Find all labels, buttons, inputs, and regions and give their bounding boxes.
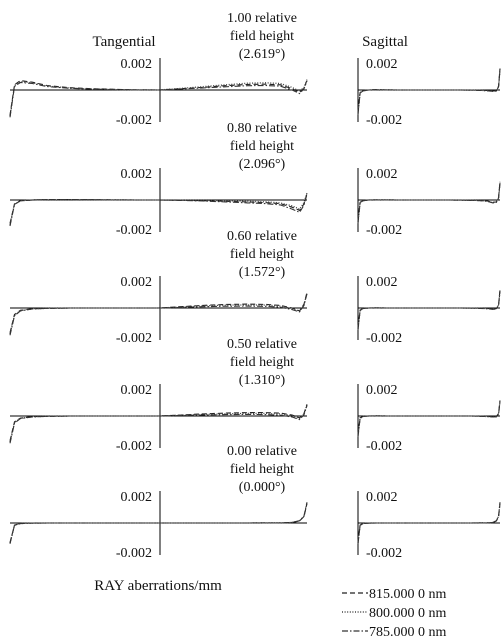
sagittal-curve-dashdot <box>357 291 501 331</box>
field-title-line: 0.50 relative <box>227 337 297 352</box>
sagittal-ytick-bottom: -0.002 <box>366 439 402 454</box>
field-title-line: field height <box>230 355 294 370</box>
field-panel-2: 0.60 relative field height (1.572°) 0.002 -0… <box>9 229 501 346</box>
sagittal-curve-dotted <box>357 69 501 114</box>
field-title-line: field height <box>230 139 294 154</box>
tangential-curve-dashdot <box>9 80 308 118</box>
tangential-ytick-bottom: -0.002 <box>116 113 152 128</box>
tangential-ytick-top: 0.002 <box>121 167 153 182</box>
sagittal-curve-dotted <box>357 182 501 223</box>
field-panel-4: 0.00 relative field height (0.000°) 0.002 -0… <box>9 444 501 561</box>
sagittal-ytick-bottom: -0.002 <box>366 113 402 128</box>
field-panel-0: 1.00 relative field height (2.619°) 0.002 -0… <box>9 11 501 128</box>
legend-label: 815.000 0 nm <box>369 587 447 602</box>
field-title-line: field height <box>230 462 294 477</box>
tangential-ytick-bottom: -0.002 <box>116 546 152 561</box>
tangential-ytick-bottom: -0.002 <box>116 223 152 238</box>
tangential-ytick-top: 0.002 <box>121 57 153 72</box>
field-panel-1: 0.80 relative field height (2.096°) 0.002 -0… <box>9 121 501 238</box>
tangential-curve-dotted <box>9 292 308 335</box>
tangential-curve-dashdot <box>9 502 308 544</box>
tangential-curve-dashdot <box>9 405 308 444</box>
sagittal-curve-dashdot <box>357 183 501 224</box>
sagittal-curve-dotted <box>357 290 501 329</box>
tangential-curve-dotted <box>9 502 308 544</box>
tangential-curve-dashed <box>9 292 308 333</box>
x-axis-label: RAY aberrations/mm <box>94 578 222 594</box>
tangential-ytick-bottom: -0.002 <box>116 439 152 454</box>
field-title-line: (2.619°) <box>239 47 286 62</box>
sagittal-ytick-bottom: -0.002 <box>366 546 402 561</box>
sagittal-ytick-top: 0.002 <box>366 167 398 182</box>
sagittal-curve-dotted <box>357 401 501 436</box>
sagittal-curve-dashdot <box>357 401 501 437</box>
sagittal-ytick-top: 0.002 <box>366 490 398 505</box>
sagittal-ytick-top: 0.002 <box>366 275 398 290</box>
field-title-line: field height <box>230 29 294 44</box>
tangential-ytick-top: 0.002 <box>121 383 153 398</box>
field-title-line: 0.00 relative <box>227 444 297 459</box>
tangential-column-header: Tangential <box>92 34 155 50</box>
tangential-curve-dotted <box>9 404 308 443</box>
field-title-line: (2.096°) <box>239 157 286 172</box>
sagittal-curve-dashed <box>357 181 501 221</box>
legend-label: 800.000 0 nm <box>369 606 447 621</box>
tangential-curve-dotted <box>9 192 308 225</box>
sagittal-ytick-bottom: -0.002 <box>366 331 402 346</box>
tangential-ytick-top: 0.002 <box>121 275 153 290</box>
tangential-curve-dashdot <box>9 194 308 227</box>
field-title-line: (0.000°) <box>239 480 286 495</box>
sagittal-ytick-top: 0.002 <box>366 383 398 398</box>
tangential-curve-dashed <box>9 404 308 441</box>
sagittal-column-header: Sagittal <box>362 34 408 50</box>
field-title-line: 0.80 relative <box>227 121 297 136</box>
legend: 815.000 0 nm 800.000 0 nm 785.000 0 nm <box>342 587 447 640</box>
field-panels: 1.00 relative field height (2.619°) 0.002 -0… <box>9 11 501 561</box>
sagittal-ytick-top: 0.002 <box>366 57 398 72</box>
field-title-line: field height <box>230 247 294 262</box>
field-title-line: 1.00 relative <box>227 11 297 26</box>
tangential-curve-dashdot <box>9 293 308 336</box>
field-title-line: (1.310°) <box>239 373 286 388</box>
field-title-line: 0.60 relative <box>227 229 297 244</box>
field-title-line: (1.572°) <box>239 265 286 280</box>
tangential-curve-dashed <box>9 193 308 224</box>
sagittal-curve-dashed <box>357 400 501 435</box>
tangential-ytick-top: 0.002 <box>121 490 153 505</box>
sagittal-curve-dashdot <box>357 69 501 115</box>
sagittal-curve-dashdot <box>357 502 501 544</box>
legend-label: 785.000 0 nm <box>369 625 447 640</box>
field-panel-3: 0.50 relative field height (1.310°) 0.002 -0… <box>9 337 501 454</box>
tangential-ytick-bottom: -0.002 <box>116 331 152 346</box>
sagittal-ytick-bottom: -0.002 <box>366 223 402 238</box>
